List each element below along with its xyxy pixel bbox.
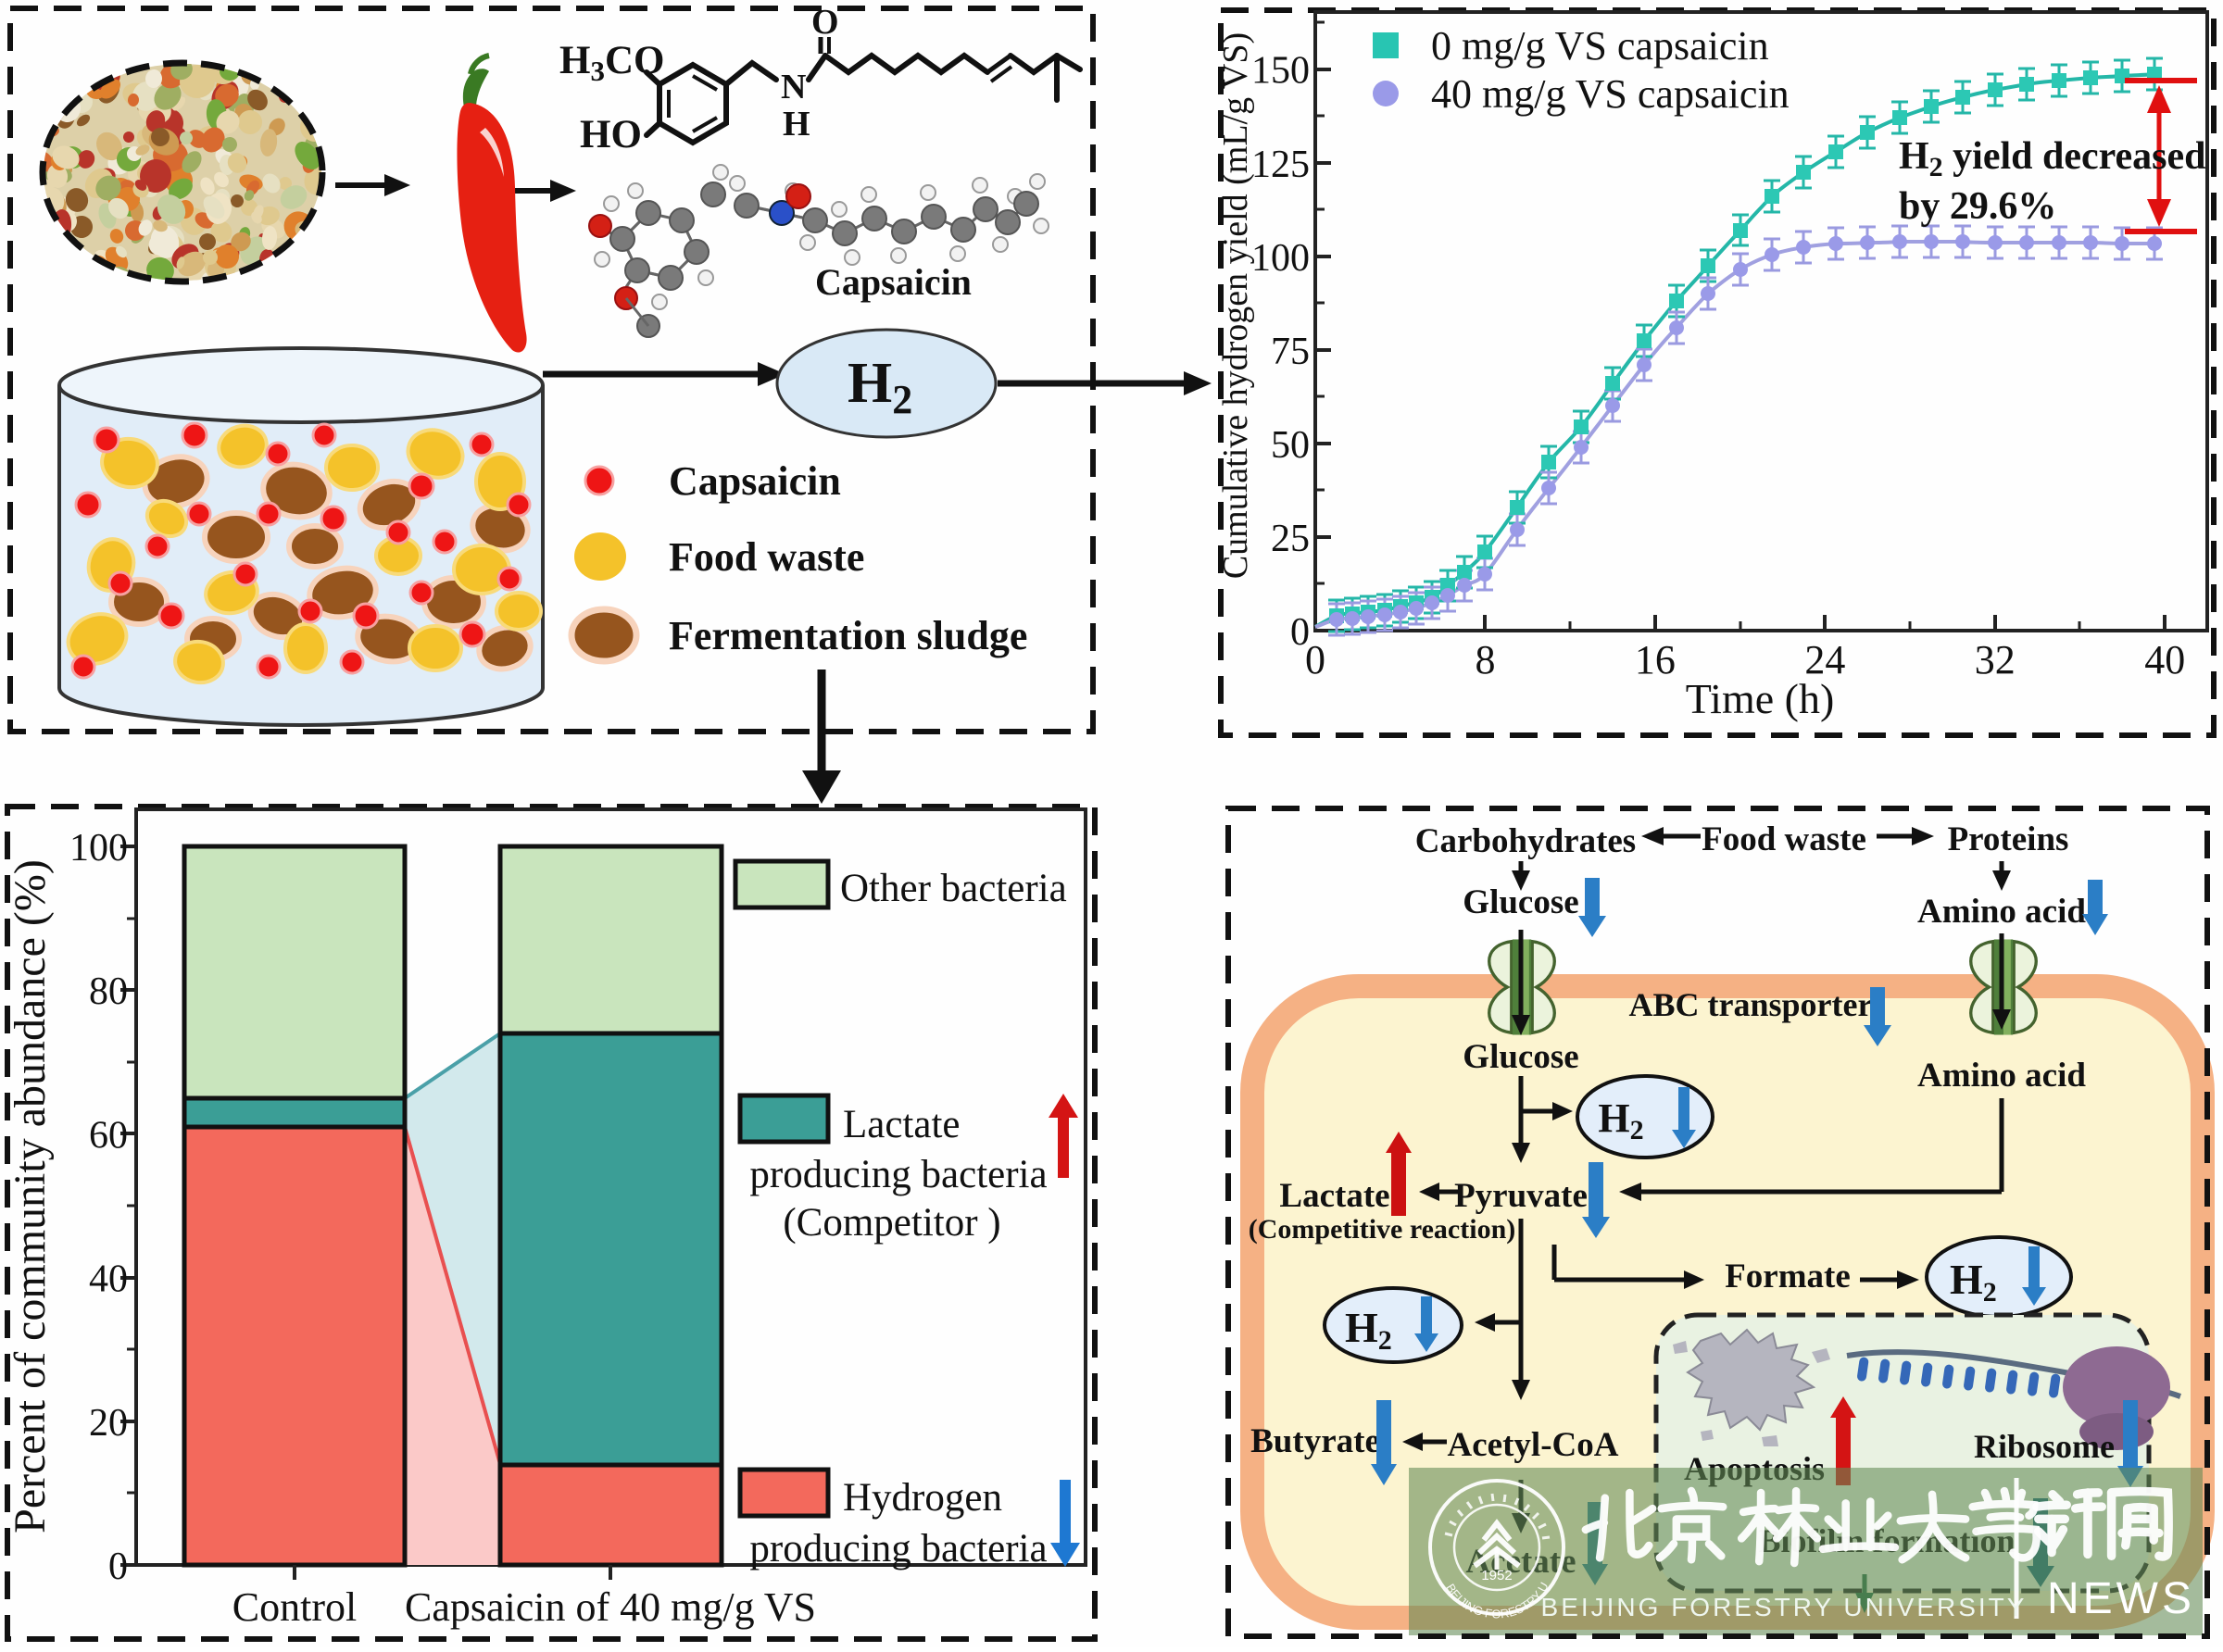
- svg-text:Acetyl-CoA: Acetyl-CoA: [1448, 1426, 1619, 1464]
- svg-text:Pyruvate: Pyruvate: [1454, 1177, 1588, 1215]
- svg-text:8: 8: [1475, 637, 1495, 682]
- svg-text:Food waste: Food waste: [669, 534, 864, 580]
- svg-text:O: O: [811, 3, 839, 42]
- svg-text:Percent of community abundance: Percent of community abundance (%): [6, 859, 55, 1533]
- svg-text:producing bacteria: producing bacteria: [749, 1527, 1047, 1571]
- svg-text:Other bacteria: Other bacteria: [840, 867, 1067, 910]
- svg-text:Control: Control: [232, 1584, 357, 1630]
- svg-text:ABC transporter: ABC transporter: [1629, 986, 1873, 1023]
- svg-text:25: 25: [1271, 518, 1310, 560]
- svg-text:Glucose: Glucose: [1463, 1038, 1578, 1076]
- svg-text:Capsaicin: Capsaicin: [815, 261, 972, 303]
- svg-text:0: 0: [1290, 611, 1310, 654]
- svg-text:125: 125: [1251, 144, 1310, 186]
- svg-text:Fermentation sludge: Fermentation sludge: [669, 613, 1027, 658]
- svg-text:60: 60: [89, 1114, 128, 1157]
- svg-text:24: 24: [1804, 637, 1845, 682]
- svg-text:Hydrogen: Hydrogen: [843, 1476, 1002, 1520]
- svg-text:Capsaicin: Capsaicin: [669, 458, 841, 504]
- svg-text:NEWS: NEWS: [2047, 1574, 2195, 1623]
- svg-text:Food waste: Food waste: [1702, 820, 1866, 858]
- svg-text:Amino acid: Amino acid: [1917, 893, 2086, 931]
- svg-text:producing bacteria: producing bacteria: [749, 1153, 1047, 1196]
- svg-text:by 29.6%: by 29.6%: [1899, 185, 2056, 228]
- svg-text:40: 40: [2144, 637, 2185, 682]
- svg-text:75: 75: [1271, 331, 1310, 373]
- svg-text:150: 150: [1251, 50, 1310, 93]
- svg-text:Amino acid: Amino acid: [1917, 1057, 2086, 1095]
- svg-text:Lactate: Lactate: [1279, 1177, 1389, 1215]
- svg-text:Ribosome: Ribosome: [1974, 1428, 2115, 1465]
- svg-text:Glucose: Glucose: [1463, 883, 1578, 921]
- svg-text:Cumulative hydrogen yield (mL/: Cumulative hydrogen yield (mL/g VS): [1216, 32, 1255, 579]
- svg-text:HO: HO: [580, 113, 642, 156]
- svg-text:N: N: [781, 68, 806, 106]
- svg-text:BEIJING FORESTRY UNIVERSITY: BEIJING FORESTRY UNIVERSITY: [1541, 1593, 2028, 1621]
- svg-text:Capsaicin of 40 mg/g VS: Capsaicin of 40 mg/g VS: [405, 1584, 816, 1630]
- svg-text:0: 0: [1305, 637, 1325, 682]
- svg-text:100: 100: [69, 827, 128, 870]
- svg-text:H3CO: H3CO: [559, 39, 664, 87]
- svg-text:(Competitor ): (Competitor ): [783, 1201, 1000, 1245]
- svg-text:32: 32: [1975, 637, 2016, 682]
- svg-text:0: 0: [108, 1546, 128, 1588]
- svg-text:Butyrate: Butyrate: [1250, 1422, 1380, 1460]
- svg-text:(Competitive reaction): (Competitive reaction): [1249, 1214, 1516, 1245]
- svg-text:Proteins: Proteins: [1948, 820, 2069, 858]
- svg-text:20: 20: [89, 1402, 128, 1445]
- svg-text:1952: 1952: [1481, 1568, 1512, 1583]
- svg-text:Formate: Formate: [1725, 1258, 1851, 1295]
- svg-text:0 mg/g VS capsaicin: 0 mg/g VS capsaicin: [1431, 23, 1769, 69]
- svg-text:Time (h): Time (h): [1686, 675, 1835, 722]
- svg-text:40 mg/g VS capsaicin: 40 mg/g VS capsaicin: [1431, 71, 1790, 117]
- svg-text:16: 16: [1635, 637, 1676, 682]
- svg-text:100: 100: [1251, 237, 1310, 280]
- svg-text:H: H: [783, 105, 810, 144]
- svg-text:50: 50: [1271, 424, 1310, 467]
- svg-text:Carbohydrates: Carbohydrates: [1415, 822, 1636, 860]
- svg-text:H2 yield decreased: H2 yield decreased: [1899, 135, 2206, 182]
- svg-text:40: 40: [89, 1258, 128, 1301]
- svg-text:80: 80: [89, 970, 128, 1013]
- svg-text:Lactate: Lactate: [843, 1103, 961, 1146]
